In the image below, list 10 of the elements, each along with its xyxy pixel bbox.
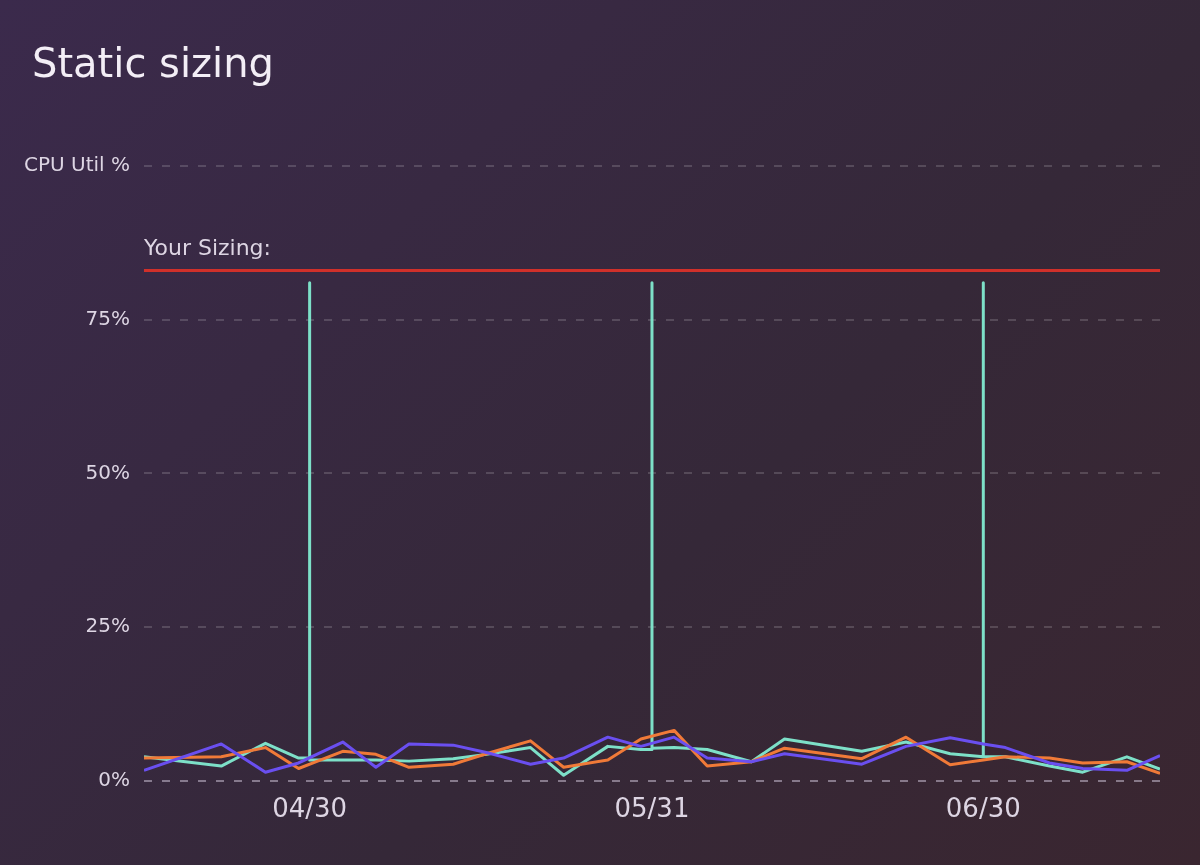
chart-title: Static sizing [32, 40, 274, 86]
ref-line-label: Your Sizing: [142, 235, 271, 261]
x-tick-label: 06/30 [945, 793, 1021, 824]
y-tick-label: 50% [85, 459, 130, 484]
y-tick-label: CPU Util % [23, 152, 130, 177]
y-tick-label: 25% [85, 613, 130, 638]
x-tick-label: 05/31 [614, 793, 690, 824]
y-tick-label: 0% [98, 767, 130, 791]
x-tick-label: 04/30 [272, 793, 348, 824]
y-tick-label: 75% [85, 305, 130, 330]
